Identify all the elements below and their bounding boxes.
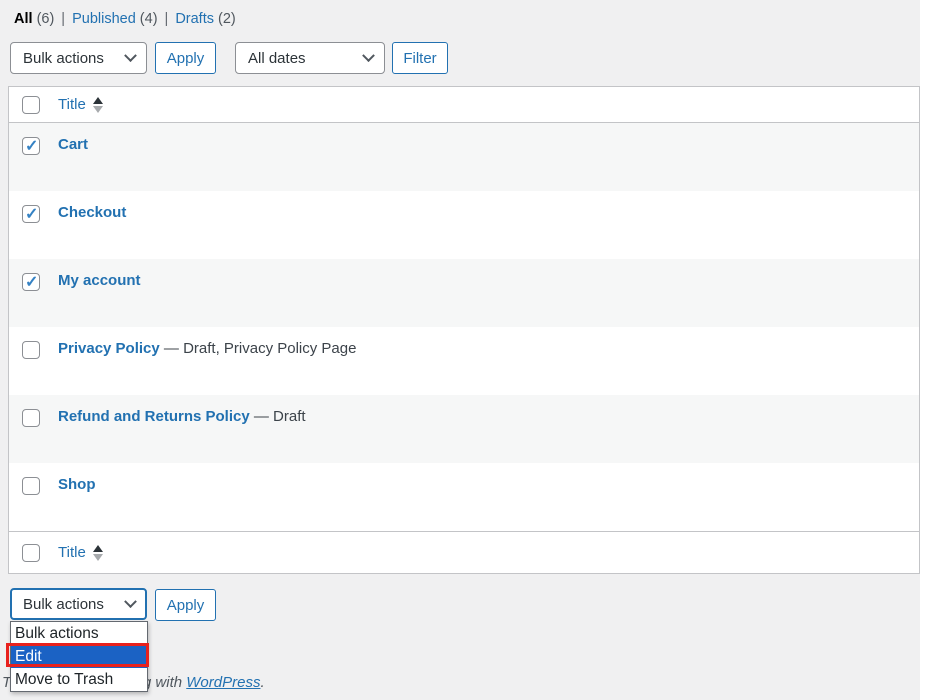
- page-title-link[interactable]: Privacy Policy: [58, 340, 160, 357]
- apply-button-top[interactable]: Apply: [155, 42, 216, 74]
- title-column-label: Title: [58, 96, 86, 113]
- bulk-option-move-to-trash[interactable]: Move to Trash: [15, 671, 114, 688]
- select-all-checkbox-bottom[interactable]: [22, 543, 40, 562]
- bulk-option-edit[interactable]: Edit: [11, 645, 147, 668]
- sort-arrows-icon: [92, 96, 103, 113]
- row-checkbox[interactable]: [22, 272, 40, 292]
- page-status-suffix: — Draft, Privacy Policy Page: [159, 340, 357, 357]
- table-row: Refund and Returns Policy — Draft: [9, 395, 919, 463]
- filter-published-count: (4): [139, 11, 158, 27]
- chevron-down-icon: [124, 48, 137, 62]
- bulk-actions-select-bottom-value: Bulk actions: [23, 595, 104, 613]
- bulk-actions-select-top[interactable]: Bulk actions: [10, 42, 147, 74]
- footer-credit-suffix: .: [260, 674, 265, 691]
- row-checkbox[interactable]: [22, 477, 40, 495]
- bulk-actions-select-bottom[interactable]: Bulk actions: [10, 588, 147, 620]
- filter-button[interactable]: Filter: [392, 42, 448, 74]
- row-checkbox[interactable]: [22, 409, 40, 427]
- pages-table: Title Cart Checkout My account Privacy P…: [8, 86, 920, 574]
- title-column-label: Title: [58, 544, 86, 561]
- row-checkbox[interactable]: [22, 136, 40, 156]
- filter-all-count: (6): [36, 11, 55, 27]
- table-row: Privacy Policy — Draft, Privacy Policy P…: [9, 327, 919, 395]
- right-gutter: [920, 0, 928, 700]
- chevron-down-icon: [362, 48, 375, 62]
- select-all-checkbox[interactable]: [22, 95, 40, 114]
- sort-desc-icon: [92, 553, 103, 561]
- filter-published-link[interactable]: Published (4): [72, 11, 157, 27]
- page-title-link[interactable]: Cart: [58, 136, 89, 153]
- filter-separator: |: [61, 11, 66, 27]
- row-checkbox[interactable]: [22, 204, 40, 224]
- sort-arrows-icon: [92, 544, 103, 561]
- filter-drafts-link[interactable]: Drafts (2): [175, 11, 235, 27]
- page-title-link[interactable]: Checkout: [58, 204, 127, 221]
- page-title-link[interactable]: My account: [58, 272, 141, 289]
- title-column-sort-link-bottom[interactable]: Title: [58, 544, 103, 561]
- apply-button-bottom[interactable]: Apply: [155, 589, 216, 621]
- filter-all-label: All: [14, 11, 33, 27]
- filter-all-link[interactable]: All (6): [14, 11, 54, 27]
- table-header-row: Title: [9, 87, 919, 123]
- page-title-link[interactable]: Shop: [58, 476, 96, 493]
- bulk-option-bulk-actions[interactable]: Bulk actions: [15, 625, 99, 642]
- dates-filter-select-value: All dates: [248, 49, 306, 67]
- sort-asc-icon: [92, 96, 103, 104]
- filter-published-label: Published: [72, 11, 136, 27]
- status-filter-links: All (6) | Published (4) | Drafts (2): [14, 11, 236, 27]
- table-row: Shop: [9, 463, 919, 531]
- filter-drafts-count: (2): [218, 11, 236, 27]
- table-footer-row: Title: [9, 531, 919, 573]
- row-checkbox[interactable]: [22, 341, 40, 359]
- table-row: Checkout: [9, 191, 919, 259]
- dates-filter-select[interactable]: All dates: [235, 42, 385, 74]
- chevron-down-icon: [124, 594, 137, 608]
- sort-desc-icon: [92, 105, 103, 113]
- wordpress-link[interactable]: WordPress: [186, 674, 261, 691]
- page-status-suffix: — Draft: [249, 408, 306, 425]
- table-row: My account: [9, 259, 919, 327]
- sort-asc-icon: [92, 544, 103, 552]
- bulk-actions-select-top-value: Bulk actions: [23, 49, 104, 67]
- filter-drafts-label: Drafts: [175, 11, 214, 27]
- title-column-sort-link[interactable]: Title: [58, 96, 103, 113]
- page-title-link[interactable]: Refund and Returns Policy: [58, 408, 250, 425]
- bulk-actions-listbox: Bulk actions Edit Move to Trash: [10, 621, 148, 692]
- filter-separator: |: [164, 11, 169, 27]
- table-row: Cart: [9, 123, 919, 191]
